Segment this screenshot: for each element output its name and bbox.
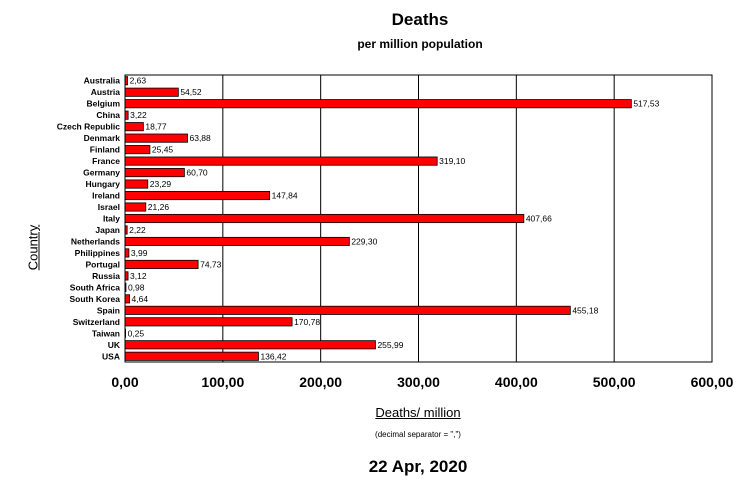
data-label: 0,98 — [128, 282, 145, 292]
x-tick-label: 100,00 — [201, 374, 244, 390]
bar — [124, 156, 438, 166]
y-tick-label: Finland — [90, 145, 120, 155]
chart-subtitle: per million population — [357, 37, 483, 51]
bar — [124, 145, 151, 155]
y-tick-label: South Korea — [69, 294, 120, 304]
y-tick-label: Portugal — [86, 259, 120, 269]
plot-frame — [124, 74, 713, 363]
data-label: 3,99 — [131, 248, 148, 258]
data-label: 407,66 — [526, 214, 552, 224]
data-label: 2,63 — [130, 76, 147, 86]
data-label: 23,29 — [150, 179, 172, 189]
y-tick-label: Switzerland — [73, 317, 120, 327]
y-tick-label: South Africa — [70, 282, 120, 292]
y-tick-label: Ireland — [92, 191, 120, 201]
data-label: 170,78 — [294, 317, 320, 327]
data-label: 54,52 — [180, 87, 202, 97]
x-tick-label: 600,00 — [691, 374, 734, 390]
bar — [124, 99, 632, 109]
bar — [124, 351, 259, 361]
y-tick-label: Netherlands — [71, 236, 120, 246]
data-label: 517,53 — [633, 99, 659, 109]
y-tick-label: Belgium — [86, 99, 120, 109]
y-tick-label: UK — [108, 340, 121, 350]
y-tick-label: Japan — [95, 225, 120, 235]
bar — [124, 87, 179, 97]
bar — [124, 294, 130, 304]
data-label: 319,10 — [439, 156, 465, 166]
y-tick-label: Hungary — [86, 179, 121, 189]
data-label: 0,25 — [128, 328, 145, 338]
y-tick-label: China — [96, 110, 120, 120]
x-tick-label: 500,00 — [593, 374, 636, 390]
data-label: 25,45 — [152, 145, 174, 155]
y-tick-label: Germany — [83, 168, 120, 178]
y-tick-label: USA — [102, 351, 120, 361]
x-tick-label: 400,00 — [495, 374, 538, 390]
data-label: 21,26 — [148, 202, 170, 212]
y-tick-label: Australia — [84, 76, 121, 86]
chart-title: Deaths — [391, 10, 449, 29]
y-tick-label: Czech Republic — [57, 122, 121, 132]
x-tick-label: 0,00 — [111, 374, 138, 390]
data-label: 3,22 — [130, 110, 147, 120]
decimal-separator-note: (decimal separator = ",") — [375, 430, 461, 439]
data-label: 255,99 — [377, 340, 403, 350]
x-tick-label: 200,00 — [299, 374, 342, 390]
data-label: 455,18 — [572, 305, 598, 315]
bar — [124, 133, 188, 143]
y-tick-label: Italy — [103, 214, 120, 224]
y-tick-label: Israel — [98, 202, 120, 212]
bar — [124, 191, 271, 201]
bar — [124, 317, 293, 327]
bar — [124, 305, 571, 315]
x-tick-label: 300,00 — [397, 374, 440, 390]
x-axis-label: Deaths/ million — [375, 405, 461, 420]
bar — [124, 168, 185, 178]
bar — [124, 259, 199, 269]
bar — [124, 202, 147, 212]
data-label: 136,42 — [260, 351, 286, 361]
chart-date: 22 Apr, 2020 — [368, 457, 468, 476]
y-tick-label: Taiwan — [92, 328, 120, 338]
data-label: 63,88 — [189, 133, 211, 143]
y-tick-label: Russia — [92, 271, 120, 281]
bar — [124, 236, 350, 246]
data-label: 2,22 — [129, 225, 146, 235]
data-label: 147,84 — [272, 191, 298, 201]
y-tick-label: Philippines — [75, 248, 121, 258]
bar — [124, 213, 525, 224]
bar — [124, 179, 149, 189]
data-label: 3,12 — [130, 271, 147, 281]
data-label: 229,30 — [351, 236, 377, 246]
data-label: 4,64 — [132, 294, 149, 304]
y-tick-label: Spain — [97, 305, 120, 315]
bar — [124, 340, 376, 350]
y-tick-label: Denmark — [84, 133, 121, 143]
bar — [124, 248, 130, 258]
data-label: 60,70 — [186, 168, 208, 178]
y-tick-label: France — [92, 156, 120, 166]
bar — [124, 122, 144, 132]
y-tick-label: Austria — [91, 87, 121, 97]
data-label: 74,73 — [200, 259, 222, 269]
data-label: 18,77 — [145, 122, 167, 132]
